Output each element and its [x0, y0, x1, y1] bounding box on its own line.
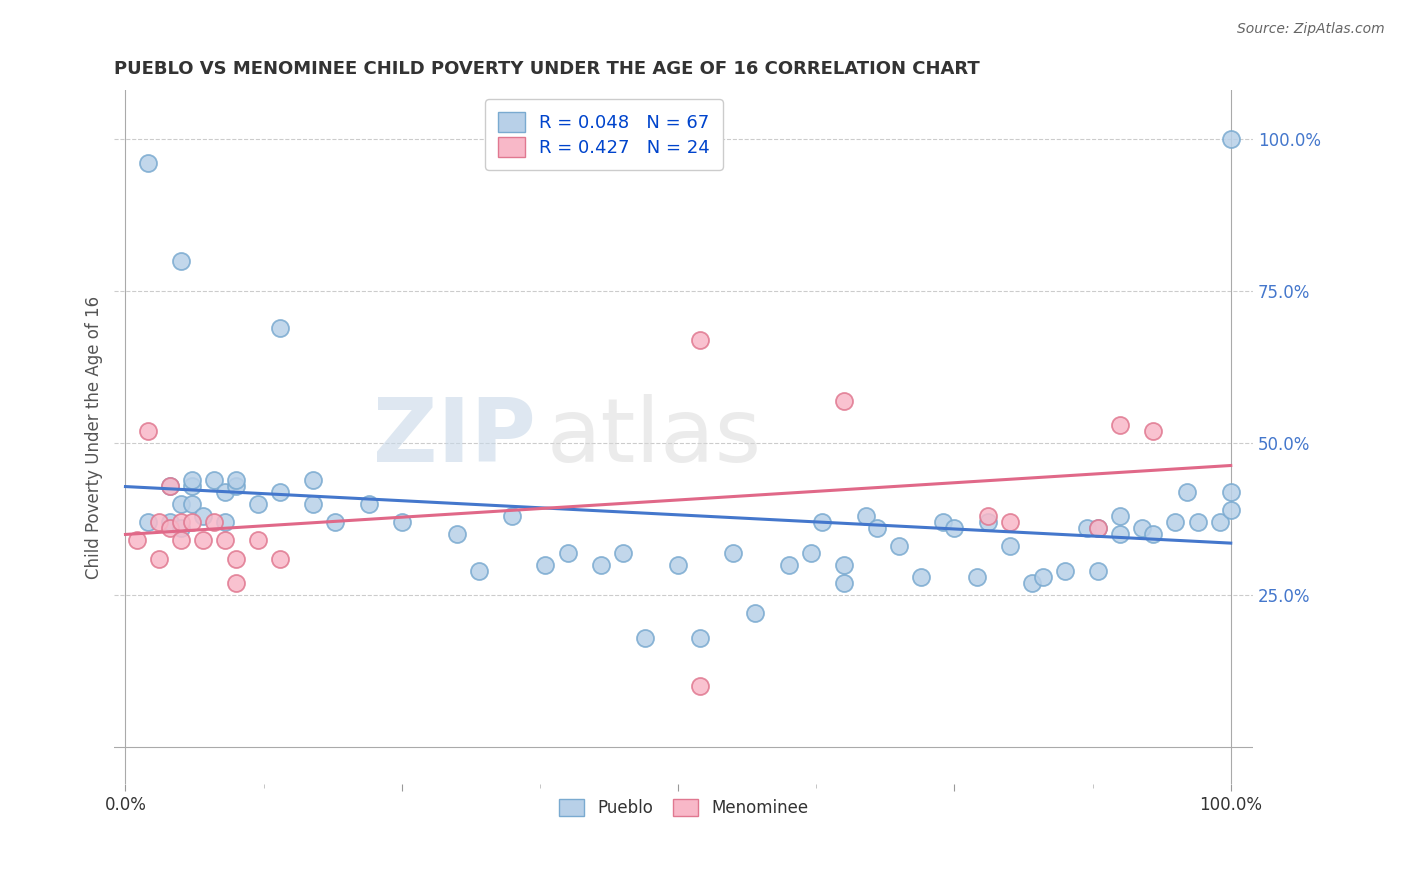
- Point: [778, 558, 800, 572]
- Point: [269, 320, 291, 334]
- Point: [180, 515, 202, 529]
- Point: [1032, 570, 1054, 584]
- Point: [125, 533, 148, 548]
- Point: [1208, 515, 1230, 529]
- Point: [468, 564, 491, 578]
- Point: [689, 680, 711, 694]
- Point: [225, 551, 247, 566]
- Point: [689, 333, 711, 347]
- Point: [889, 540, 911, 554]
- Point: [966, 570, 988, 584]
- Point: [943, 521, 966, 535]
- Point: [1142, 424, 1164, 438]
- Point: [689, 631, 711, 645]
- Point: [357, 497, 380, 511]
- Legend: Pueblo, Menominee: Pueblo, Menominee: [553, 792, 815, 824]
- Text: Source: ZipAtlas.com: Source: ZipAtlas.com: [1237, 22, 1385, 37]
- Point: [1142, 527, 1164, 541]
- Point: [148, 515, 170, 529]
- Text: atlas: atlas: [547, 393, 762, 481]
- Point: [1109, 527, 1132, 541]
- Point: [723, 545, 745, 559]
- Point: [202, 515, 225, 529]
- Point: [170, 253, 193, 268]
- Point: [269, 551, 291, 566]
- Point: [148, 551, 170, 566]
- Point: [810, 515, 832, 529]
- Point: [391, 515, 413, 529]
- Point: [214, 484, 236, 499]
- Point: [302, 473, 325, 487]
- Point: [1175, 484, 1198, 499]
- Point: [666, 558, 689, 572]
- Point: [910, 570, 932, 584]
- Y-axis label: Child Poverty Under the Age of 16: Child Poverty Under the Age of 16: [86, 295, 103, 579]
- Point: [170, 515, 193, 529]
- Point: [159, 478, 181, 492]
- Point: [998, 515, 1021, 529]
- Point: [136, 156, 159, 170]
- Point: [225, 478, 247, 492]
- Point: [832, 393, 855, 408]
- Point: [1219, 503, 1241, 517]
- Point: [1109, 417, 1132, 432]
- Point: [247, 497, 270, 511]
- Point: [976, 509, 998, 524]
- Point: [1164, 515, 1187, 529]
- Point: [832, 558, 855, 572]
- Point: [180, 478, 202, 492]
- Point: [191, 533, 214, 548]
- Point: [744, 607, 766, 621]
- Point: [1219, 484, 1241, 499]
- Point: [202, 473, 225, 487]
- Point: [170, 521, 193, 535]
- Point: [1021, 576, 1043, 591]
- Point: [1087, 521, 1109, 535]
- Point: [136, 424, 159, 438]
- Point: [1219, 132, 1241, 146]
- Point: [800, 545, 823, 559]
- Point: [866, 521, 889, 535]
- Point: [247, 533, 270, 548]
- Point: [180, 497, 202, 511]
- Point: [1130, 521, 1153, 535]
- Point: [557, 545, 579, 559]
- Point: [998, 540, 1021, 554]
- Point: [159, 521, 181, 535]
- Point: [855, 509, 877, 524]
- Point: [159, 478, 181, 492]
- Point: [612, 545, 634, 559]
- Point: [136, 515, 159, 529]
- Point: [170, 533, 193, 548]
- Point: [1187, 515, 1209, 529]
- Point: [191, 509, 214, 524]
- Point: [225, 576, 247, 591]
- Point: [534, 558, 557, 572]
- Point: [589, 558, 612, 572]
- Point: [932, 515, 955, 529]
- Point: [501, 509, 523, 524]
- Point: [1053, 564, 1076, 578]
- Point: [269, 484, 291, 499]
- Point: [214, 515, 236, 529]
- Point: [1076, 521, 1098, 535]
- Point: [832, 576, 855, 591]
- Point: [302, 497, 325, 511]
- Point: [325, 515, 347, 529]
- Point: [446, 527, 468, 541]
- Text: PUEBLO VS MENOMINEE CHILD POVERTY UNDER THE AGE OF 16 CORRELATION CHART: PUEBLO VS MENOMINEE CHILD POVERTY UNDER …: [114, 60, 980, 78]
- Point: [225, 473, 247, 487]
- Point: [1087, 564, 1109, 578]
- Point: [634, 631, 657, 645]
- Point: [170, 497, 193, 511]
- Point: [214, 533, 236, 548]
- Point: [159, 515, 181, 529]
- Point: [976, 515, 998, 529]
- Point: [1109, 509, 1132, 524]
- Point: [1087, 521, 1109, 535]
- Text: ZIP: ZIP: [373, 393, 536, 481]
- Point: [180, 473, 202, 487]
